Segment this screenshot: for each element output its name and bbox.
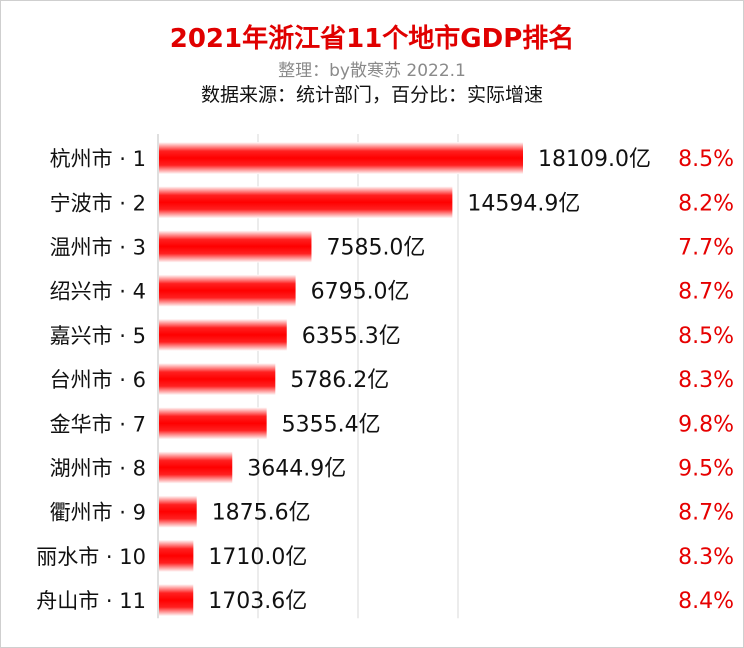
- value-label: 5786.2亿: [290, 368, 389, 393]
- value-label: 6355.3亿: [302, 324, 401, 349]
- bar: [159, 274, 296, 307]
- value-label: 7585.0亿: [326, 236, 425, 261]
- bar: [159, 451, 233, 484]
- growth-label: 7.7%: [678, 236, 734, 261]
- growth-label: 8.3%: [678, 368, 734, 393]
- growth-label: 8.3%: [678, 545, 734, 570]
- growth-label: 8.7%: [678, 501, 734, 526]
- bar: [159, 230, 312, 263]
- growth-label: 8.7%: [678, 280, 734, 305]
- category-label: 金华市 · 7: [50, 412, 146, 436]
- growth-label: 8.5%: [678, 324, 734, 349]
- chart-title: 2021年浙江省11个地市GDP排名: [169, 24, 575, 54]
- category-label: 丽水市 · 10: [36, 545, 146, 569]
- bar: [159, 363, 276, 396]
- bar: [159, 407, 267, 440]
- growth-label: 9.8%: [678, 412, 734, 437]
- bar: [159, 186, 453, 219]
- value-label: 18109.0亿: [538, 147, 651, 172]
- category-label: 宁波市 · 2: [50, 191, 146, 215]
- value-label: 1710.0亿: [208, 545, 307, 570]
- labels-group: 杭州市 · 1 18109.0亿 8.5% 宁波市 · 2 14594.9亿 8.2% 温州…: [36, 147, 734, 614]
- bar: [159, 142, 523, 175]
- growth-label: 9.5%: [678, 457, 734, 482]
- bar: [159, 495, 197, 528]
- bar: [159, 318, 287, 351]
- value-label: 1703.6亿: [208, 589, 307, 614]
- growth-label: 8.2%: [678, 191, 734, 216]
- category-label: 嘉兴市 · 5: [50, 324, 146, 348]
- bar: [159, 539, 194, 572]
- category-label: 温州市 · 3: [50, 236, 146, 260]
- growth-label: 8.5%: [678, 147, 734, 172]
- category-label: 湖州市 · 8: [50, 457, 146, 481]
- category-label: 衢州市 · 9: [50, 501, 146, 525]
- bars-group: [159, 142, 523, 617]
- category-label: 杭州市 · 1: [50, 147, 146, 171]
- chart-author: 整理：by散寒苏 2022.1: [278, 61, 466, 81]
- chart-source-note: 数据来源：统计部门，百分比：实际增速: [200, 84, 543, 106]
- bar: [159, 584, 194, 617]
- category-label: 台州市 · 6: [50, 368, 146, 392]
- value-label: 14594.9亿: [467, 191, 580, 216]
- value-label: 1875.6亿: [212, 501, 311, 526]
- growth-label: 8.4%: [678, 589, 734, 614]
- value-label: 5355.4亿: [282, 412, 381, 437]
- value-label: 6795.0亿: [311, 280, 410, 305]
- category-label: 绍兴市 · 4: [50, 280, 146, 304]
- category-label: 舟山市 · 11: [36, 589, 146, 613]
- value-label: 3644.9亿: [247, 457, 346, 482]
